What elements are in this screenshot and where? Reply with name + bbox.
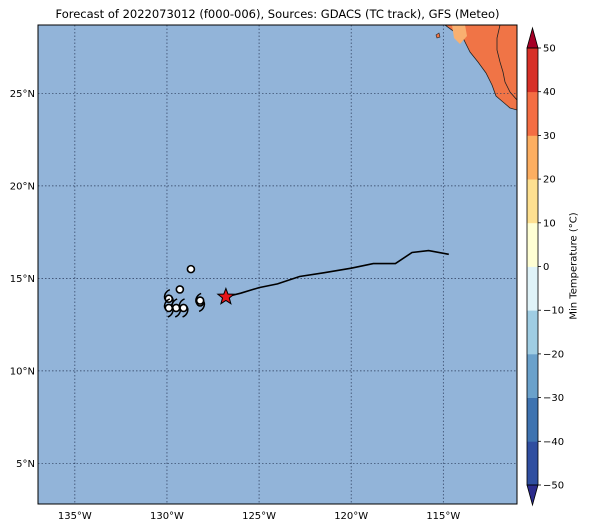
graticule bbox=[38, 25, 517, 504]
lon-tick-label: 135°W bbox=[58, 511, 92, 522]
lon-tick-label: 130°W bbox=[150, 511, 184, 522]
colorbar-segment bbox=[527, 179, 538, 224]
colorbar-segment bbox=[527, 441, 538, 486]
colorbar-tick-label: 0 bbox=[543, 262, 549, 273]
colorbar-tick-label: −40 bbox=[543, 437, 564, 448]
colorbar-min-extension bbox=[526, 484, 539, 507]
colorbar-tick-label: −10 bbox=[543, 306, 564, 317]
axis-ticks: 135°W 130°W 125°W 120°W 115°W 25°N 20°N 15°N 10°… bbox=[10, 89, 461, 522]
cold-land-patch bbox=[452, 25, 467, 44]
tropical-storm-symbol bbox=[163, 298, 174, 318]
ocean-area bbox=[38, 25, 517, 504]
colorbar-tick-label: 50 bbox=[543, 44, 556, 55]
lat-tick-label: 10°N bbox=[10, 366, 35, 377]
colorbar-tick-label: −30 bbox=[543, 393, 564, 404]
tc-track-line bbox=[225, 249, 449, 298]
map-frame bbox=[37, 24, 518, 505]
colorbar-segment bbox=[527, 310, 538, 355]
tropical-storm-symbol bbox=[163, 289, 174, 309]
colorbar-segment bbox=[527, 135, 538, 180]
lat-tick-label: 20°N bbox=[10, 181, 35, 192]
colorbar-label: Min Temperature (°C) bbox=[568, 212, 580, 320]
tropical-storm-symbol bbox=[178, 298, 189, 318]
tc-track-layer bbox=[163, 249, 449, 318]
lat-tick-label: 5°N bbox=[16, 459, 35, 470]
lon-tick-label: 120°W bbox=[334, 511, 368, 522]
colorbar-segment bbox=[527, 222, 538, 267]
colorbar-segment bbox=[527, 397, 538, 442]
map-title: Forecast of 2022073012 (f000-006), Sourc… bbox=[55, 7, 500, 21]
mainland-mexico-land bbox=[496, 25, 517, 101]
island bbox=[435, 32, 441, 39]
colorbar-tick-label: 10 bbox=[543, 218, 556, 229]
colorbar-max-extension bbox=[526, 26, 539, 49]
colorbar: 50 40 30 20 10 0 −10 −20 −30 −40 −50 bbox=[526, 26, 564, 507]
lat-tick-label: 15°N bbox=[10, 274, 35, 285]
land-layer bbox=[435, 25, 517, 111]
tropical-depression-symbol bbox=[186, 264, 196, 274]
colorbar-tick-label: 20 bbox=[543, 175, 556, 186]
tropical-depression-symbol bbox=[175, 285, 185, 294]
tropical-depression-symbol bbox=[195, 296, 205, 305]
lon-tick-label: 115°W bbox=[426, 511, 460, 522]
colorbar-tick-label: −20 bbox=[543, 349, 564, 360]
colorbar-tick-label: 30 bbox=[543, 131, 556, 142]
colorbar-segment bbox=[527, 48, 538, 93]
current-position-star bbox=[216, 286, 236, 305]
lon-tick-label: 125°W bbox=[242, 511, 276, 522]
lat-tick-label: 25°N bbox=[10, 89, 35, 100]
colorbar-tick-label: −50 bbox=[543, 481, 564, 492]
colorbar-segment bbox=[527, 353, 538, 398]
colorbar-segment bbox=[527, 266, 538, 311]
colorbar-segment bbox=[527, 91, 538, 136]
colorbar-tick-label: 40 bbox=[543, 87, 556, 98]
